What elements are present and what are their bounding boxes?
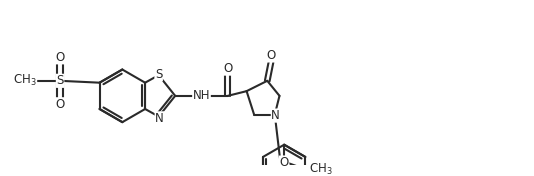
Text: N: N (155, 112, 164, 125)
Text: S: S (155, 68, 162, 81)
Text: S: S (57, 74, 64, 87)
Text: CH$_3$: CH$_3$ (309, 162, 332, 176)
Text: O: O (280, 156, 289, 169)
Text: N: N (271, 109, 280, 122)
Text: O: O (56, 51, 65, 64)
Text: NH: NH (193, 89, 210, 102)
Text: CH$_3$: CH$_3$ (13, 73, 37, 88)
Text: O: O (56, 98, 65, 111)
Text: O: O (223, 62, 232, 75)
Text: O: O (266, 49, 276, 62)
